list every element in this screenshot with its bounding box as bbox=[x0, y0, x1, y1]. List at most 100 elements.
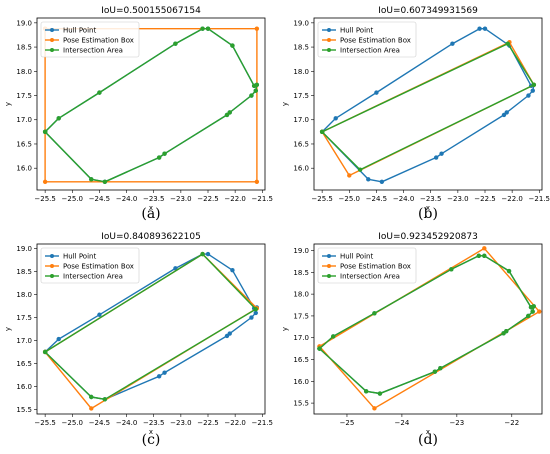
legend-label: Hull Point bbox=[340, 253, 373, 261]
x-tick-label: −25.0 bbox=[62, 419, 83, 427]
data-point bbox=[205, 251, 211, 257]
x-axis-label: x bbox=[426, 204, 430, 212]
legend: Hull Point Pose Estimation Box Intersectio… bbox=[40, 247, 140, 284]
data-point bbox=[433, 155, 439, 160]
data-point bbox=[530, 309, 535, 314]
data-point bbox=[531, 82, 537, 88]
legend: Hull Point Pose Estimation Box Intersectio… bbox=[40, 21, 140, 58]
y-tick-label: 16.5 bbox=[16, 360, 32, 368]
y-tick-label: 15.5 bbox=[293, 400, 309, 408]
legend-marker bbox=[327, 48, 331, 52]
data-point bbox=[377, 391, 383, 396]
legend-label: Intersection Area bbox=[63, 273, 123, 281]
chart-panel-4: IoU=0.923452920873 −25 −24 −23 −22 15.5 16.0 16… bbox=[281, 232, 543, 448]
data-point bbox=[97, 90, 102, 95]
legend-label: Pose Estimation Box bbox=[340, 37, 411, 45]
y-tick-label: 16.0 bbox=[16, 383, 32, 391]
data-point bbox=[331, 334, 336, 339]
y-tick-label: 19.0 bbox=[16, 19, 32, 27]
y-axis-label: y bbox=[4, 327, 12, 331]
x-tick-label: −24.5 bbox=[366, 195, 387, 203]
data-point bbox=[249, 315, 254, 320]
y-tick-label: 16.0 bbox=[16, 165, 32, 173]
data-point bbox=[102, 397, 108, 402]
legend-marker bbox=[327, 28, 331, 32]
data-point bbox=[89, 406, 94, 411]
series-intersection-area bbox=[317, 253, 536, 396]
data-point bbox=[173, 266, 178, 271]
legend-marker bbox=[50, 38, 54, 42]
data-point bbox=[156, 374, 162, 379]
x-tick-label: −22.5 bbox=[474, 195, 495, 203]
legend-marker bbox=[327, 264, 331, 268]
data-point bbox=[253, 310, 258, 316]
data-point bbox=[162, 151, 167, 156]
legend-box bbox=[317, 247, 417, 284]
data-point bbox=[56, 336, 61, 342]
chart-title: IoU=0.923452920873 bbox=[378, 232, 478, 242]
legend-box bbox=[317, 21, 417, 58]
y-tick-label: 17.0 bbox=[293, 116, 309, 124]
legend-marker bbox=[50, 254, 54, 258]
data-point bbox=[156, 155, 162, 160]
data-point bbox=[42, 129, 48, 135]
y-axis-label: y bbox=[281, 327, 289, 331]
x-tick-label: −21.5 bbox=[529, 195, 550, 203]
data-point bbox=[56, 116, 61, 121]
data-point bbox=[366, 177, 371, 182]
series-intersection-area bbox=[319, 41, 537, 172]
data-point bbox=[97, 312, 102, 317]
data-point bbox=[200, 26, 205, 31]
x-tick-label: −25.0 bbox=[62, 195, 83, 203]
legend-marker bbox=[327, 38, 331, 42]
x-tick-label: −22.0 bbox=[224, 195, 245, 203]
series-line bbox=[321, 28, 535, 183]
y-tick-label: 17.0 bbox=[16, 116, 32, 124]
data-point bbox=[200, 251, 205, 257]
data-point bbox=[372, 406, 377, 411]
data-point bbox=[230, 267, 235, 273]
y-tick-label: 17.5 bbox=[293, 312, 309, 320]
data-point bbox=[347, 173, 352, 178]
x-axis-label: x bbox=[149, 204, 153, 212]
legend-box bbox=[40, 21, 140, 58]
legend-marker bbox=[50, 274, 54, 278]
data-point bbox=[205, 26, 211, 31]
data-point bbox=[253, 307, 258, 312]
series-line bbox=[321, 41, 535, 177]
x-tick-label: −24 bbox=[395, 419, 410, 427]
data-point bbox=[379, 179, 385, 184]
data-point bbox=[224, 333, 230, 339]
chart-panel-1: IoU=0.500155067154 −25.5 −25.0 −24.5 −24.0 −2… bbox=[4, 6, 273, 222]
data-point bbox=[450, 41, 455, 46]
y-tick-label: 15.5 bbox=[16, 406, 32, 414]
x-tick-label: −22 bbox=[504, 419, 519, 427]
data-point bbox=[319, 129, 325, 135]
y-tick-label: 18.5 bbox=[293, 269, 309, 277]
data-point bbox=[42, 179, 48, 184]
x-axis-label: x bbox=[149, 428, 153, 436]
y-axis-label: y bbox=[4, 102, 12, 106]
plot-frame bbox=[36, 243, 266, 415]
y-tick-label: 18.0 bbox=[293, 68, 309, 76]
data-point bbox=[42, 349, 48, 355]
y-tick-label: 16.5 bbox=[293, 140, 309, 148]
chart-panel-2: IoU=0.607349931569 −25.5 −25.0 −24.5 −24.0 −2… bbox=[281, 6, 550, 222]
data-point bbox=[482, 246, 487, 251]
x-tick-label: −24.0 bbox=[116, 195, 137, 203]
y-tick-label: 17.0 bbox=[293, 334, 309, 342]
y-tick-label: 17.5 bbox=[16, 92, 32, 100]
y-tick-label: 19.0 bbox=[293, 247, 309, 255]
data-point bbox=[438, 366, 443, 371]
x-tick-label: −24.0 bbox=[393, 195, 414, 203]
y-tick-label: 18.5 bbox=[16, 268, 32, 276]
legend: Hull Point Pose Estimation Box Intersectio… bbox=[317, 247, 417, 284]
legend-label: Hull Point bbox=[63, 27, 96, 35]
data-point bbox=[333, 116, 338, 121]
data-point bbox=[89, 394, 94, 400]
x-tick-label: −23.5 bbox=[420, 195, 441, 203]
y-tick-label: 18.5 bbox=[293, 44, 309, 52]
panel-caption: (d) bbox=[418, 432, 438, 448]
y-tick-label: 18.0 bbox=[293, 291, 309, 299]
